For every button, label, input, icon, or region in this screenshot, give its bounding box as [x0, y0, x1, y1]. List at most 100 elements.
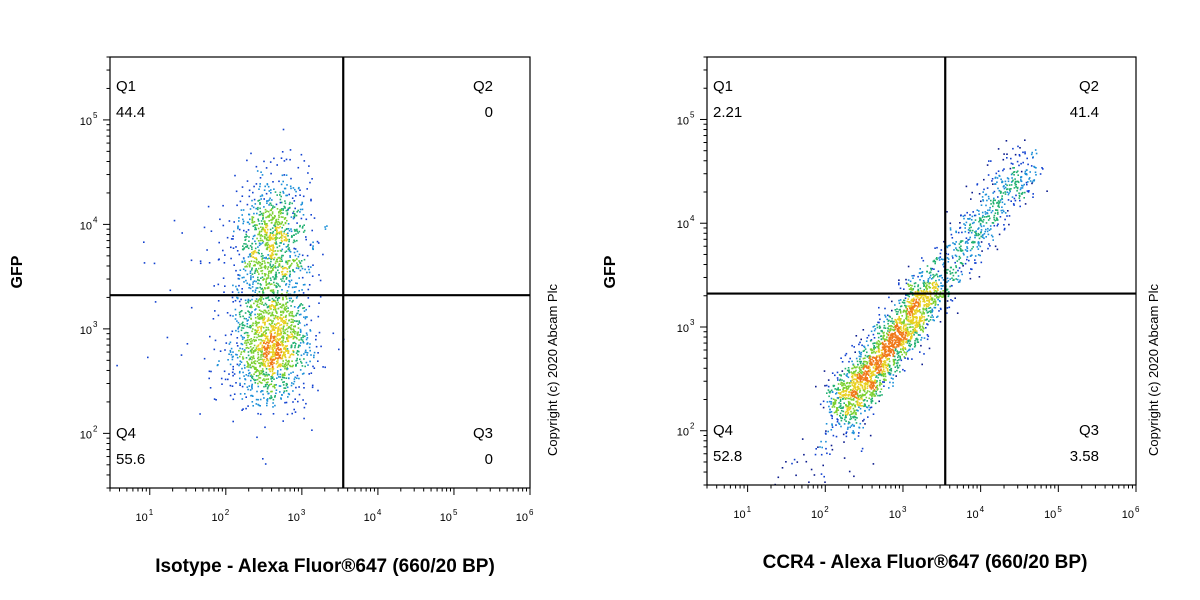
event-dot [880, 330, 882, 332]
event-dot [259, 202, 261, 204]
event-dot [255, 207, 257, 210]
event-dot [255, 366, 257, 369]
event-dot [292, 328, 294, 331]
event-dot [243, 364, 246, 367]
event-dot [261, 260, 264, 263]
event-dot [955, 248, 958, 251]
event-dot [254, 313, 256, 316]
event-dot [301, 254, 304, 257]
event-dot [847, 400, 850, 403]
event-dot [265, 281, 267, 284]
event-dot [270, 249, 273, 251]
event-dot [278, 211, 280, 213]
event-dot [913, 282, 916, 285]
event-dot [272, 234, 274, 237]
event-dot [260, 263, 263, 266]
event-dot [869, 359, 871, 362]
event-dot [245, 233, 247, 236]
event-dot [1006, 215, 1008, 217]
event-dot [243, 243, 245, 245]
event-dot [833, 403, 835, 406]
event-dot [259, 300, 262, 302]
event-dot [852, 388, 854, 390]
event-dot [283, 331, 286, 333]
event-dot [255, 287, 258, 289]
event-dot [274, 191, 277, 193]
event-dot [230, 238, 233, 240]
event-dot [990, 228, 992, 230]
event-dot [277, 257, 279, 259]
event-dot [923, 318, 926, 321]
event-dot [866, 385, 869, 388]
event-dot [997, 213, 999, 215]
event-dot [295, 229, 297, 231]
event-dot [248, 311, 250, 313]
event-dot [289, 299, 291, 302]
event-dot [286, 268, 289, 270]
event-dot [267, 236, 269, 239]
event-dot [856, 375, 858, 377]
event-dot [860, 412, 862, 415]
event-dot [907, 298, 909, 300]
event-dot [272, 353, 274, 356]
event-dot [262, 217, 264, 219]
event-dot [275, 389, 278, 391]
event-dot [232, 368, 234, 371]
event-dot [919, 303, 921, 306]
event-dot [830, 411, 833, 413]
event-dot [292, 401, 294, 403]
event-dot [270, 257, 272, 259]
event-dot [280, 341, 282, 343]
event-dot [278, 180, 280, 183]
event-dot [283, 348, 285, 350]
event-dot [288, 283, 291, 286]
event-dot [271, 211, 274, 213]
event-dot [842, 388, 844, 391]
event-dot [242, 218, 244, 221]
event-dot [854, 413, 857, 415]
event-dot [222, 224, 225, 227]
event-dot [901, 353, 903, 356]
event-dot [240, 334, 242, 337]
event-dot [876, 326, 879, 329]
event-dot [905, 328, 907, 330]
event-dot [975, 232, 977, 234]
event-dot [254, 322, 257, 325]
event-dot [265, 243, 268, 246]
event-dot [994, 245, 997, 248]
event-dot [931, 303, 933, 305]
event-dot [902, 346, 904, 348]
event-dot [899, 341, 901, 344]
event-dot [269, 277, 272, 279]
event-dot [898, 332, 901, 334]
event-dot [999, 199, 1002, 201]
event-dot [854, 386, 856, 389]
event-dot [253, 302, 255, 305]
event-dot [894, 325, 896, 328]
event-dot [293, 251, 296, 254]
event-dot [947, 295, 950, 298]
event-dot [904, 347, 906, 349]
event-dot [980, 229, 983, 231]
event-dot [1006, 188, 1009, 190]
event-dot [925, 309, 928, 312]
event-dot [987, 215, 989, 218]
event-dot [887, 349, 889, 352]
event-dot [259, 203, 261, 205]
event-dot [268, 244, 271, 247]
event-dot [918, 294, 921, 297]
event-dot [867, 381, 870, 383]
event-dot [864, 405, 867, 407]
event-dot [317, 242, 320, 244]
event-dot [279, 338, 281, 340]
event-dot [851, 404, 854, 407]
event-dot [831, 372, 834, 374]
event-dot [301, 289, 303, 291]
event-dot [317, 352, 319, 354]
event-dot [1001, 180, 1003, 183]
event-dot [245, 318, 247, 320]
event-dot [277, 318, 279, 321]
event-dot [881, 370, 884, 373]
event-dot [284, 207, 286, 209]
event-dot [238, 217, 240, 219]
